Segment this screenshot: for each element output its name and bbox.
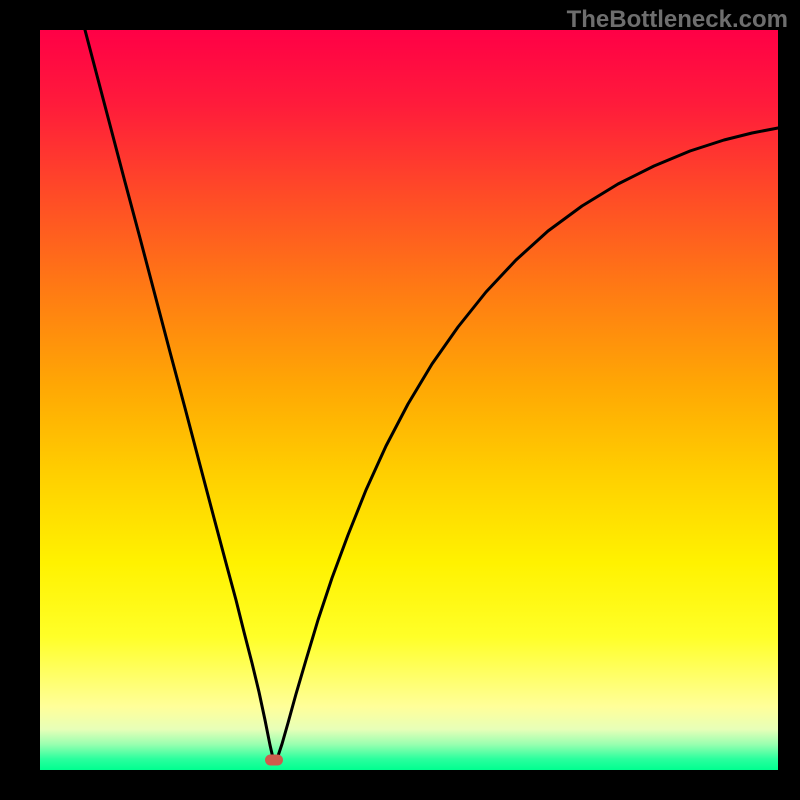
chart-frame: TheBottleneck.com <box>0 0 800 800</box>
chart-svg <box>0 0 800 800</box>
watermark-text: TheBottleneck.com <box>567 6 788 34</box>
optimal-marker <box>265 755 283 766</box>
